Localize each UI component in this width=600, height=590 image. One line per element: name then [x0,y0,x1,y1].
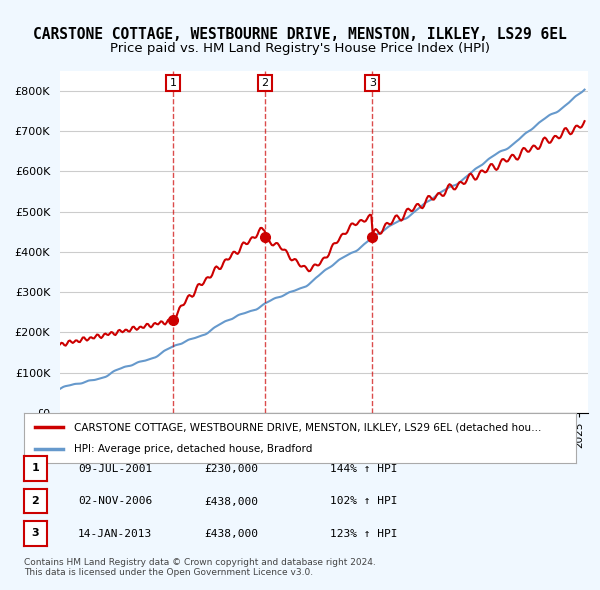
Text: 123% ↑ HPI: 123% ↑ HPI [330,529,398,539]
Text: 3: 3 [369,78,376,88]
Text: Contains HM Land Registry data © Crown copyright and database right 2024.
This d: Contains HM Land Registry data © Crown c… [24,558,376,577]
Text: HPI: Average price, detached house, Bradford: HPI: Average price, detached house, Brad… [74,444,312,454]
Text: 14-JAN-2013: 14-JAN-2013 [78,529,152,539]
Text: 3: 3 [32,529,39,538]
Text: £438,000: £438,000 [204,497,258,506]
Text: CARSTONE COTTAGE, WESTBOURNE DRIVE, MENSTON, ILKLEY, LS29 6EL: CARSTONE COTTAGE, WESTBOURNE DRIVE, MENS… [33,27,567,41]
Text: 102% ↑ HPI: 102% ↑ HPI [330,497,398,506]
Text: £438,000: £438,000 [204,529,258,539]
Text: 1: 1 [32,464,39,473]
Text: 09-JUL-2001: 09-JUL-2001 [78,464,152,474]
Text: 2: 2 [32,496,39,506]
Text: Price paid vs. HM Land Registry's House Price Index (HPI): Price paid vs. HM Land Registry's House … [110,42,490,55]
Text: £230,000: £230,000 [204,464,258,474]
Text: 2: 2 [262,78,269,88]
Text: 144% ↑ HPI: 144% ↑ HPI [330,464,398,474]
Text: 02-NOV-2006: 02-NOV-2006 [78,497,152,506]
Text: 1: 1 [169,78,176,88]
Text: CARSTONE COTTAGE, WESTBOURNE DRIVE, MENSTON, ILKLEY, LS29 6EL (detached hou…: CARSTONE COTTAGE, WESTBOURNE DRIVE, MENS… [74,422,541,432]
